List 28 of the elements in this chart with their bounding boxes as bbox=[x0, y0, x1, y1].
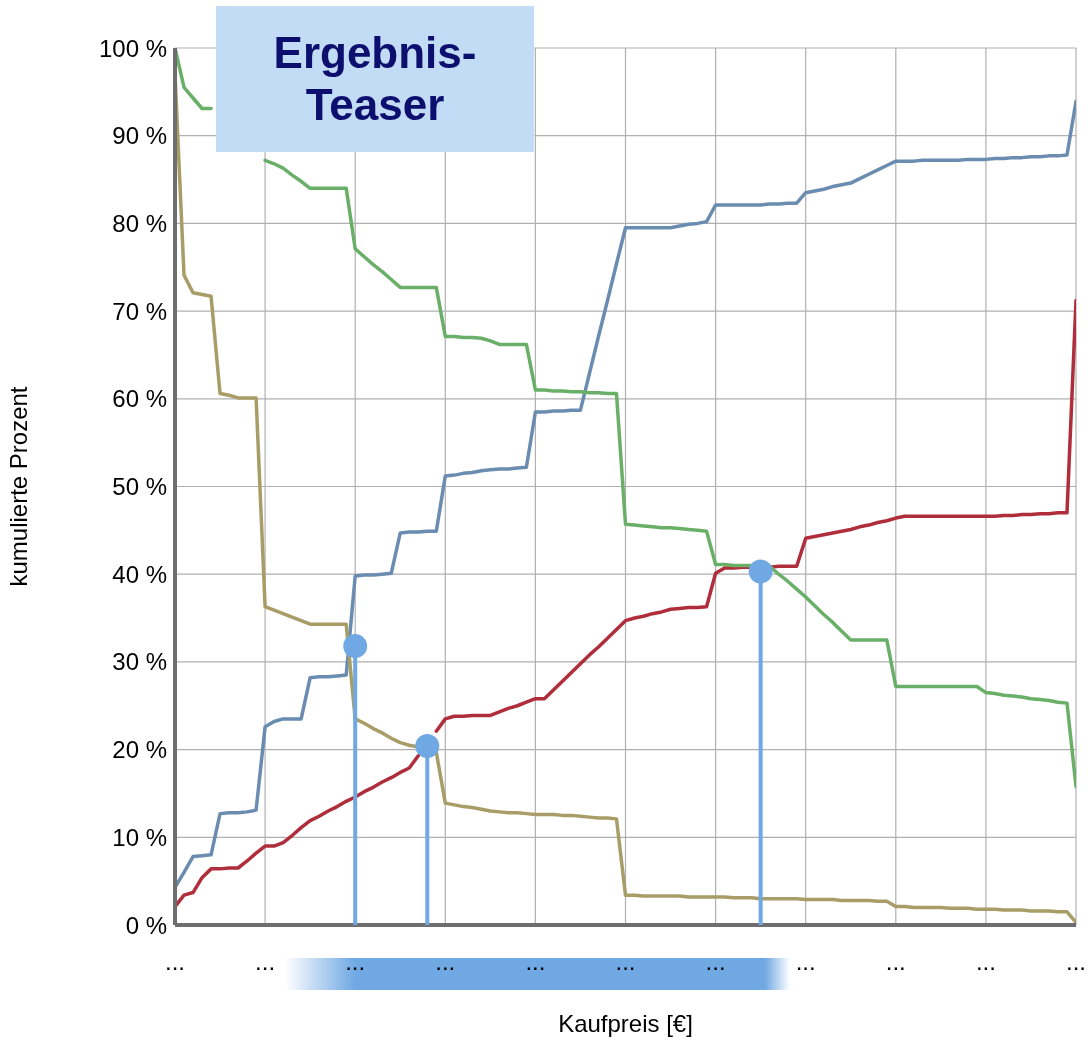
point bbox=[343, 634, 368, 659]
x-tick-label: ... bbox=[345, 948, 366, 976]
y-tick-label: 10 % bbox=[112, 823, 167, 851]
point bbox=[748, 559, 773, 584]
x-tick-label: ... bbox=[705, 948, 726, 976]
x-tick-label: ... bbox=[525, 948, 546, 976]
y-tick-label: 90 % bbox=[112, 122, 167, 150]
x-tick-label: ... bbox=[1065, 948, 1087, 976]
y-axis-title: kumulierte Prozent bbox=[4, 386, 32, 587]
y-tick-label: 60 % bbox=[112, 385, 167, 413]
point bbox=[415, 734, 440, 759]
y-tick-label: 30 % bbox=[112, 648, 167, 676]
x-tick-label: ... bbox=[975, 948, 996, 976]
y-tick-label: 40 % bbox=[112, 560, 167, 588]
y-tick-label: 80 % bbox=[112, 209, 167, 237]
x-tick-label: ... bbox=[885, 948, 906, 976]
y-tick-label: 100 % bbox=[98, 34, 167, 62]
x-tick-label: ... bbox=[255, 948, 276, 976]
y-tick-label: 0 % bbox=[125, 911, 167, 939]
x-tick-label: ... bbox=[435, 948, 456, 976]
y-tick-label: 20 % bbox=[112, 736, 167, 764]
x-tick-label: ... bbox=[795, 948, 816, 976]
annotation: Ergebnis-Teaser bbox=[272, 27, 478, 131]
y-tick-label: 70 % bbox=[112, 297, 167, 325]
y-tick-label: 50 % bbox=[112, 473, 167, 501]
x-tick-label: ... bbox=[164, 948, 186, 976]
x-axis-title: Kaufpreis [€] bbox=[558, 1010, 693, 1037]
x-tick-label: ... bbox=[615, 948, 636, 976]
